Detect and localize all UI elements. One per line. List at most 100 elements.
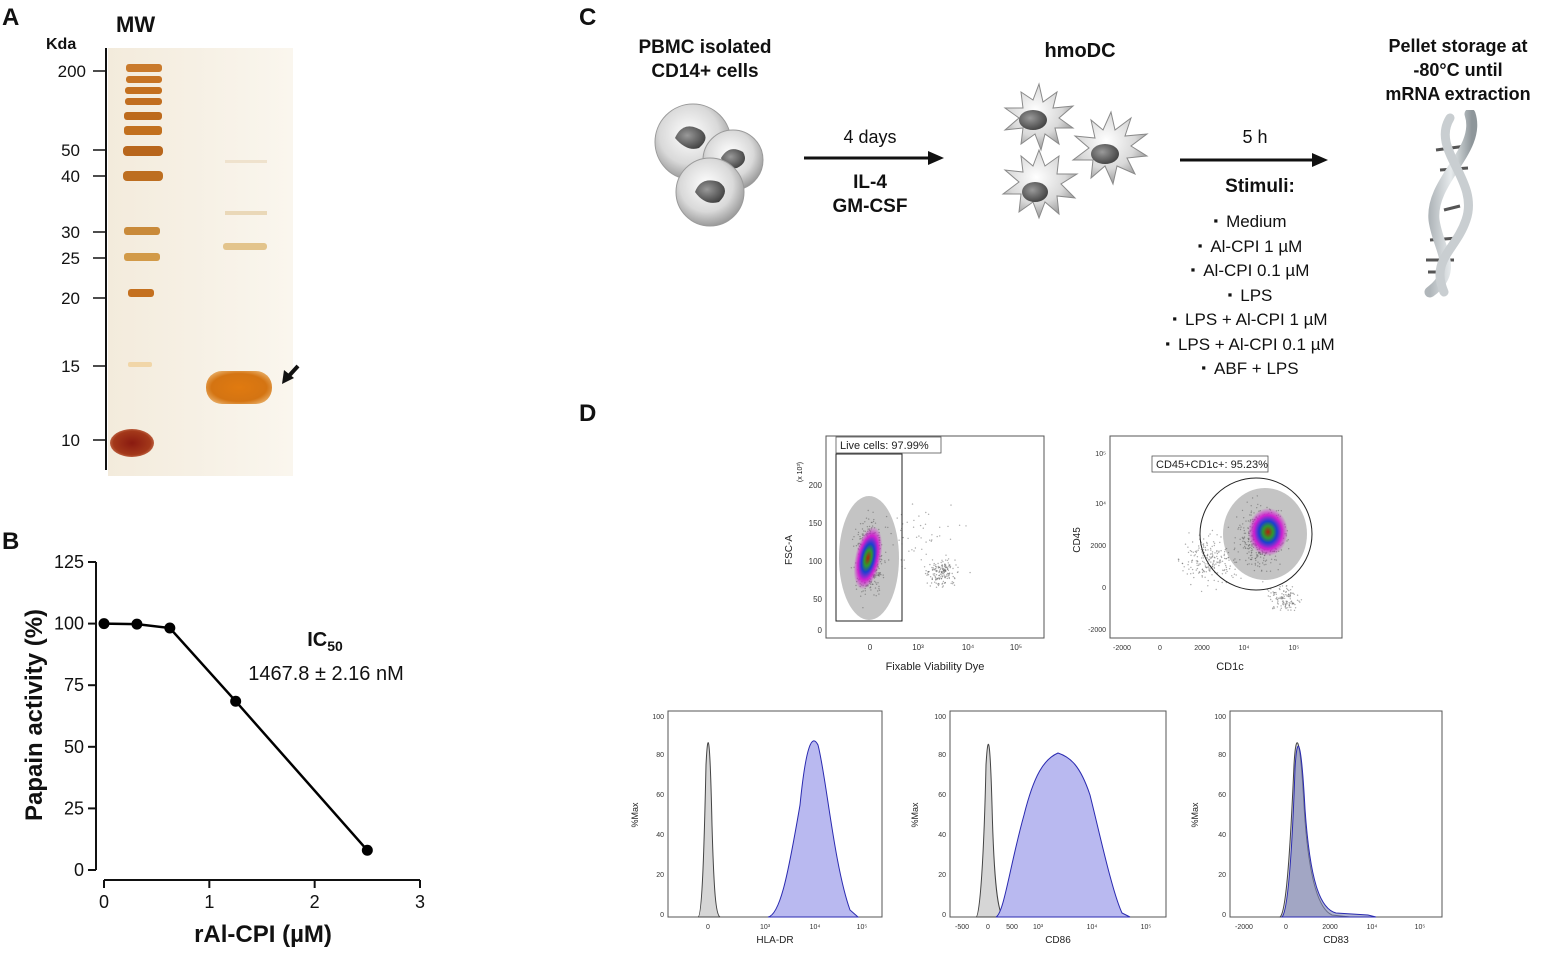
plot-frame (667, 710, 883, 918)
band-arrow-icon (282, 364, 300, 384)
step2-arrow-icon (1180, 153, 1328, 167)
start-title-line2: CD14+ cells (651, 61, 759, 82)
step1-factor2: GM-CSF (832, 196, 908, 217)
x-tick-label: 0 (99, 892, 109, 912)
hist-ytick: 20 (656, 872, 664, 879)
chart-series (98, 618, 373, 856)
hist-xtick: 10⁵ (857, 924, 868, 931)
ic50-value: 1467.8 ± 2.16 nM (248, 663, 404, 685)
end-title-line1: Pellet storage at (1388, 36, 1528, 56)
hist-ytick: 40 (1218, 832, 1226, 839)
dotplot2-svg: CD45+CD1c+: 95.23% CD45 CD1c -2000 0 200… (1072, 435, 1343, 673)
stimuli-list: Medium Al-CPI 1 µM Al-CPI 0.1 µM LPS LPS… (1130, 210, 1370, 382)
gel-marker-label: 20 (61, 289, 80, 308)
gel-marker-label: 30 (61, 223, 80, 242)
plot-xtick: 2000 (1194, 645, 1210, 652)
plot-xtick: 10⁴ (962, 643, 975, 652)
stimulus-item: Medium (1130, 210, 1370, 235)
hist-xtick: 500 (1006, 924, 1018, 931)
plot-xtick: -2000 (1113, 645, 1131, 652)
step1-arrow-icon (804, 151, 944, 165)
hist-ytick: 100 (652, 714, 664, 721)
end-title-line2: -80°C until (1413, 60, 1503, 80)
papain-activity-chart: 0 25 50 75 100 125 0 1 2 3 Papain activity (%) rA… (21, 552, 425, 948)
gel-marker-label: 200 (58, 62, 86, 81)
hist-xtick: 0 (1284, 924, 1288, 931)
x-tick-label: 1 (204, 892, 214, 912)
stained-histogram (767, 740, 860, 918)
data-point (131, 618, 143, 630)
gel-marker-label: 15 (61, 357, 80, 376)
hist-ytick: 0 (1222, 912, 1226, 919)
y-tick-label: 125 (54, 552, 84, 572)
plot-ytick: 10⁴ (1095, 501, 1106, 508)
hist-ytick: 40 (938, 832, 946, 839)
y-tick-label: 25 (64, 798, 84, 818)
hist-xlabel: HLA-DR (756, 935, 793, 946)
start-title: PBMC isolated CD14+ cells (610, 36, 800, 84)
x-tick-label: 2 (310, 892, 320, 912)
hist-ytick: 80 (656, 752, 664, 759)
hist-ytick: 20 (1218, 872, 1226, 879)
end-title-line3: mRNA extraction (1385, 84, 1531, 104)
plot-xtick: 10⁵ (1010, 643, 1022, 652)
hist-xtick: -500 (955, 924, 969, 931)
plot-xtick: 10³ (912, 643, 924, 652)
plot-ytick: 0 (1102, 585, 1106, 592)
hist-xtick: -2000 (1235, 924, 1253, 931)
gate-label: CD45+CD1c+: 95.23% (1156, 459, 1268, 471)
gel-marker-label: 40 (61, 167, 80, 186)
hist-xtick: 10⁴ (810, 924, 821, 931)
chart-ticks: 0 25 50 75 100 125 0 1 2 3 (54, 552, 425, 912)
plot-ytick: 0 (818, 626, 823, 635)
step1-duration: 4 days (843, 127, 897, 147)
ic50-title: IC50 (307, 629, 343, 654)
y-tick-label: 75 (64, 675, 84, 695)
stimuli-title: Stimuli: (1225, 176, 1295, 197)
plot-ylabel: FSC-A (784, 535, 795, 565)
chart-xlabel: rAl-CPI (µM) (194, 921, 332, 948)
gel-marker-label: 50 (61, 141, 80, 160)
hist-xtick: 10⁴ (1087, 924, 1098, 931)
plot-xlabel: Fixable Viability Dye (886, 661, 985, 673)
hist-ytick: 0 (660, 912, 664, 919)
plot-ytick: 100 (809, 557, 823, 566)
histogram-cd86: %Max CD86 0 20 40 60 80 100 -500 0 500 1… (900, 705, 1175, 950)
data-point (164, 622, 176, 634)
plot-ytick: 10⁵ (1095, 451, 1106, 458)
dotplot-cd45-cd1c: CD45+CD1c+: 95.23% CD45 CD1c -2000 0 200… (1070, 430, 1350, 680)
step1-factor1: IL-4 (853, 172, 887, 193)
hist-ytick: 60 (656, 792, 664, 799)
hist-ytick: 80 (938, 752, 946, 759)
gel-ticks (93, 70, 106, 441)
stimulus-item: LPS + Al-CPI 1 µM (1130, 308, 1370, 333)
series-line (103, 622, 369, 852)
hist-ytick: 60 (938, 792, 946, 799)
y-tick-label: 0 (74, 860, 84, 880)
hist-ytick: 0 (942, 912, 946, 919)
monocyte-cells-illustration (654, 103, 764, 227)
hist-ylabel: %Max (630, 802, 640, 828)
hist-xtick: 10⁵ (1415, 924, 1426, 931)
ladder-lane (110, 64, 163, 457)
stimulus-item: Al-CPI 1 µM (1130, 235, 1370, 260)
step2-duration: 5 h (1242, 127, 1268, 147)
plot-frame (1229, 710, 1443, 918)
hist-ytick: 100 (934, 714, 946, 721)
plot-ytick: 2000 (1090, 543, 1106, 550)
gel-mw-label: MW (116, 12, 156, 37)
y-tick-label: 100 (54, 614, 84, 634)
histogram1-svg: %Max HLA-DR 0 20 40 60 80 100 0 10³ 10⁴ … (630, 710, 883, 946)
panel-a-letter: A (2, 4, 20, 31)
live-cells-gate (835, 453, 903, 622)
monocyte-cell-icon (675, 157, 745, 227)
hist-xtick: 10³ (1033, 924, 1044, 931)
plot-ytick: 150 (809, 519, 823, 528)
hist-ytick: 100 (1214, 714, 1226, 721)
histogram-cd83: %Max CD83 0 20 40 60 80 100 -2000 0 2000… (1180, 705, 1450, 950)
hist-ytick: 40 (656, 832, 664, 839)
histogram2-svg: %Max CD86 0 20 40 60 80 100 -500 0 500 1… (910, 710, 1167, 946)
hist-ytick: 20 (938, 872, 946, 879)
hist-ylabel: %Max (1190, 802, 1200, 828)
gel-marker-label: 25 (61, 249, 80, 268)
